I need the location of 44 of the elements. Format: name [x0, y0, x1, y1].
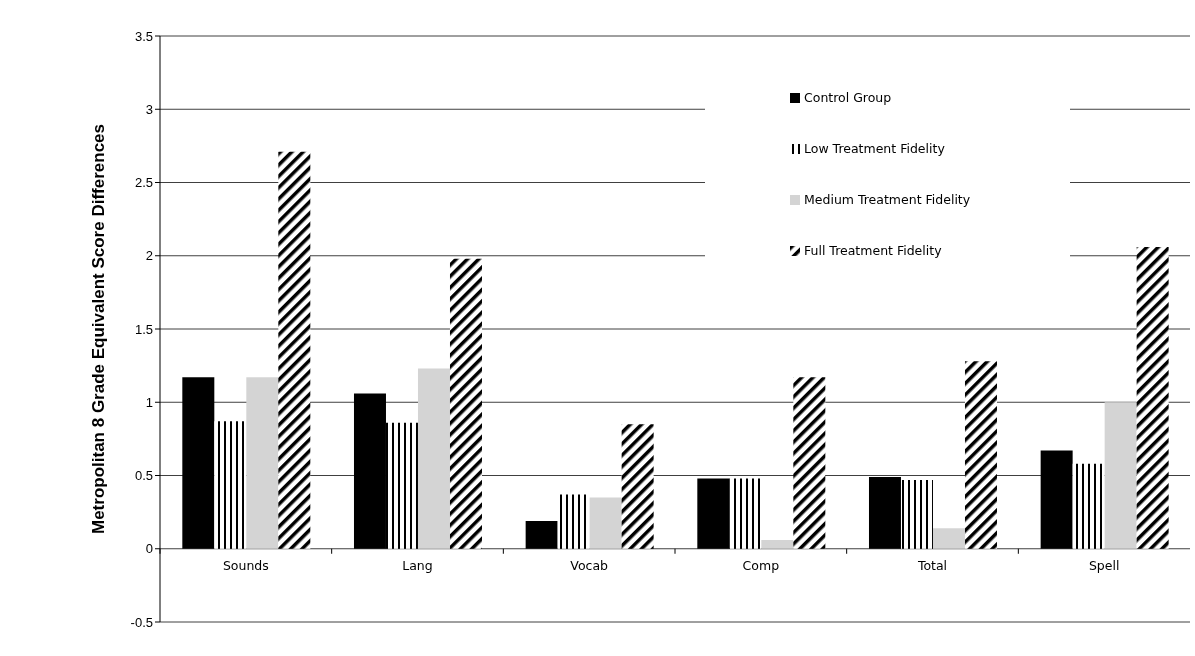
bar — [1104, 402, 1137, 549]
x-tick-label: Sounds — [222, 557, 269, 573]
bar — [793, 377, 826, 549]
bar — [868, 476, 901, 549]
bar — [353, 393, 386, 549]
bar — [729, 478, 762, 549]
legend-label: Medium Treatment Fidelity — [804, 192, 971, 207]
legend-label: Full Treatment Fidelity — [804, 243, 942, 258]
y-tick-label: 1.5 — [134, 321, 153, 337]
bar — [385, 422, 418, 549]
y-tick-label: 1 — [145, 394, 153, 410]
bar — [417, 368, 450, 549]
bar — [182, 377, 215, 549]
bar — [900, 479, 933, 549]
x-tick-label: Comp — [742, 557, 780, 573]
bar — [761, 539, 794, 549]
y-tick-label: 3 — [145, 101, 153, 117]
y-tick-label: 0.5 — [134, 468, 153, 484]
x-tick-label: Vocab — [570, 557, 609, 573]
y-axis-title: Metropolitan 8 Grade Equivalent Score Differences — [88, 123, 108, 535]
x-tick-label: Lang — [402, 557, 433, 573]
x-tick-label: Spell — [1088, 557, 1120, 573]
bar — [932, 528, 965, 549]
bar — [278, 151, 311, 549]
y-tick-label: 2.5 — [134, 175, 153, 191]
bar — [1136, 246, 1169, 549]
bar — [589, 497, 622, 549]
bar — [557, 494, 590, 549]
bar — [449, 258, 482, 549]
y-tick-label: 2 — [145, 248, 153, 264]
bar — [1072, 463, 1105, 549]
x-tick-label: Total — [916, 557, 948, 573]
bar — [246, 377, 279, 549]
bar — [697, 478, 730, 549]
legend-label: Control Group — [804, 90, 892, 105]
bar — [214, 421, 247, 549]
y-tick-label: -0.5 — [130, 614, 153, 630]
bar — [964, 361, 997, 549]
legend-label: Low Treatment Fidelity — [804, 141, 945, 156]
bar — [621, 424, 654, 549]
y-tick-label: 0 — [145, 541, 153, 557]
bar — [1040, 450, 1073, 549]
y-tick-label: 3.5 — [134, 28, 153, 44]
bar — [525, 520, 558, 549]
